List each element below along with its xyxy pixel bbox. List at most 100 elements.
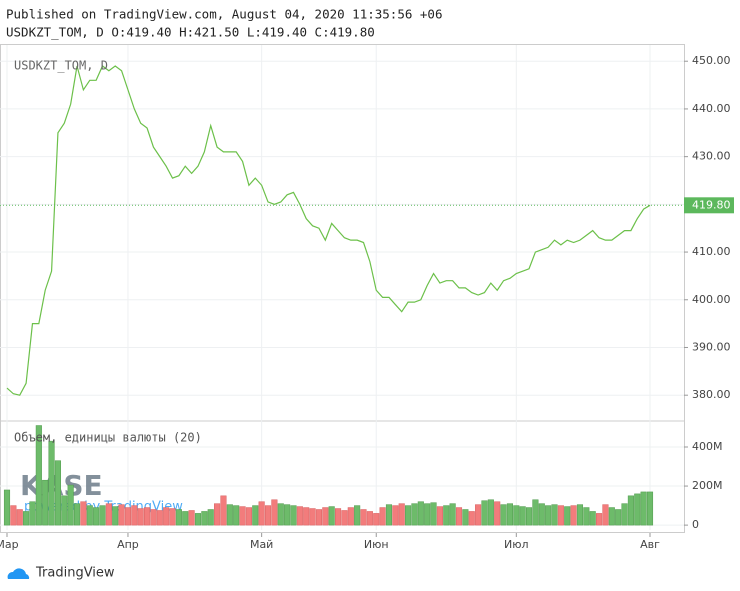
- y-tick-label: 390.00: [692, 340, 731, 353]
- volume-bar: [411, 503, 418, 526]
- plot-frame: [0, 44, 685, 533]
- y2-tick-label: 0: [692, 518, 699, 531]
- volume-bar: [519, 506, 526, 526]
- volume-bar: [494, 501, 501, 526]
- volume-bar: [80, 501, 87, 526]
- volume-bar: [366, 511, 373, 526]
- x-tick-label: Июн: [364, 538, 389, 551]
- volume-bar: [634, 493, 641, 526]
- volume-bar: [207, 509, 214, 526]
- volume-bar: [545, 505, 552, 526]
- volume-bar: [188, 510, 195, 526]
- volume-bar: [487, 499, 494, 526]
- volume-bar: [443, 505, 450, 526]
- volume-bar: [341, 510, 348, 526]
- volume-bar: [347, 507, 354, 526]
- volume-bar: [156, 510, 163, 526]
- price-line: [6, 65, 651, 396]
- volume-bar: [417, 501, 424, 526]
- volume-bar: [500, 504, 507, 526]
- volume-bar: [646, 491, 654, 526]
- volume-bar: [506, 503, 513, 526]
- y2-tick-label: 400M: [692, 440, 723, 453]
- volume-bar: [398, 503, 405, 526]
- volume-bar: [29, 501, 36, 526]
- x-tick-label: Авг: [640, 538, 660, 551]
- volume-bar: [621, 503, 628, 526]
- volume-bar: [576, 504, 584, 526]
- volume-bar: [264, 505, 272, 526]
- volume-bar: [551, 504, 558, 526]
- volume-bar: [449, 503, 456, 526]
- x-tick-label: Июл: [504, 538, 529, 551]
- header: Published on TradingView.com, August 04,…: [6, 7, 443, 22]
- x-tick-label: Май: [250, 538, 273, 551]
- volume-bar: [564, 506, 571, 526]
- volume-bar: [214, 503, 221, 526]
- volume-bar: [525, 507, 533, 526]
- volume-bar: [475, 504, 482, 526]
- last-price-label: 419.80: [692, 198, 731, 211]
- volume-bar: [163, 507, 170, 526]
- volume-bar: [201, 511, 208, 526]
- y-tick-label: 410.00: [692, 245, 731, 258]
- volume-bar: [309, 508, 316, 526]
- volume-bar: [468, 511, 475, 526]
- volume-bar: [405, 505, 412, 526]
- volume-bar: [124, 507, 132, 526]
- volume-bar: [233, 505, 240, 526]
- volume-bar: [360, 509, 367, 526]
- volume-bar: [150, 509, 157, 526]
- volume-bar: [640, 491, 647, 526]
- volume-bar: [105, 503, 112, 526]
- volume-bar: [93, 507, 100, 526]
- volume-bar: [10, 505, 17, 526]
- volume-bar: [481, 500, 488, 526]
- volume-bar: [513, 505, 520, 526]
- volume-bar: [557, 505, 564, 526]
- volume-bar: [596, 513, 603, 526]
- volume-title: Объем, единицы валюты (20): [14, 431, 202, 445]
- volume-bar: [112, 506, 119, 526]
- y-tick-label: 380.00: [692, 388, 731, 401]
- volume-bar: [328, 506, 335, 526]
- volume-bar: [118, 504, 125, 526]
- footer-logo: [7, 568, 30, 579]
- volume-bar: [392, 505, 399, 526]
- volume-bar: [54, 460, 61, 526]
- volume-bar: [430, 502, 437, 526]
- volume-bar: [570, 505, 577, 526]
- volume-bar: [379, 507, 386, 526]
- volume-bar: [627, 495, 634, 526]
- volume-bar: [258, 501, 265, 526]
- volume-bar: [462, 509, 469, 526]
- y-tick-label: 450.00: [692, 54, 731, 67]
- volume-bar: [42, 479, 49, 526]
- volume-bar: [532, 499, 539, 526]
- volume-bar: [615, 509, 622, 526]
- last-price-box: [684, 197, 734, 214]
- volume-bar: [67, 484, 74, 526]
- volume-bar: [169, 508, 176, 526]
- volume-bar: [131, 505, 138, 526]
- y2-tick-label: 200M: [692, 479, 723, 492]
- volume-bar: [589, 511, 596, 526]
- volume-bar: [48, 440, 55, 526]
- footer: TradingView: [35, 566, 115, 581]
- x-tick-label: Мар: [0, 538, 19, 551]
- volume-bar: [583, 507, 590, 526]
- volume-bar: [315, 509, 323, 526]
- volume-bar: [137, 508, 144, 526]
- volume-bar: [608, 507, 615, 526]
- volume-bar: [322, 507, 329, 526]
- volume-bar: [61, 495, 68, 526]
- volume-bar: [271, 499, 278, 526]
- volume-bar: [602, 504, 609, 526]
- y-tick-label: 430.00: [692, 150, 731, 163]
- volume-bar: [226, 504, 233, 526]
- volume-bar: [385, 504, 393, 526]
- volume-bar: [284, 504, 291, 526]
- ohlc: USDKZT_TOM, D O:419.40 H:421.50 L:419.40…: [6, 25, 375, 40]
- volume-bar: [334, 508, 342, 526]
